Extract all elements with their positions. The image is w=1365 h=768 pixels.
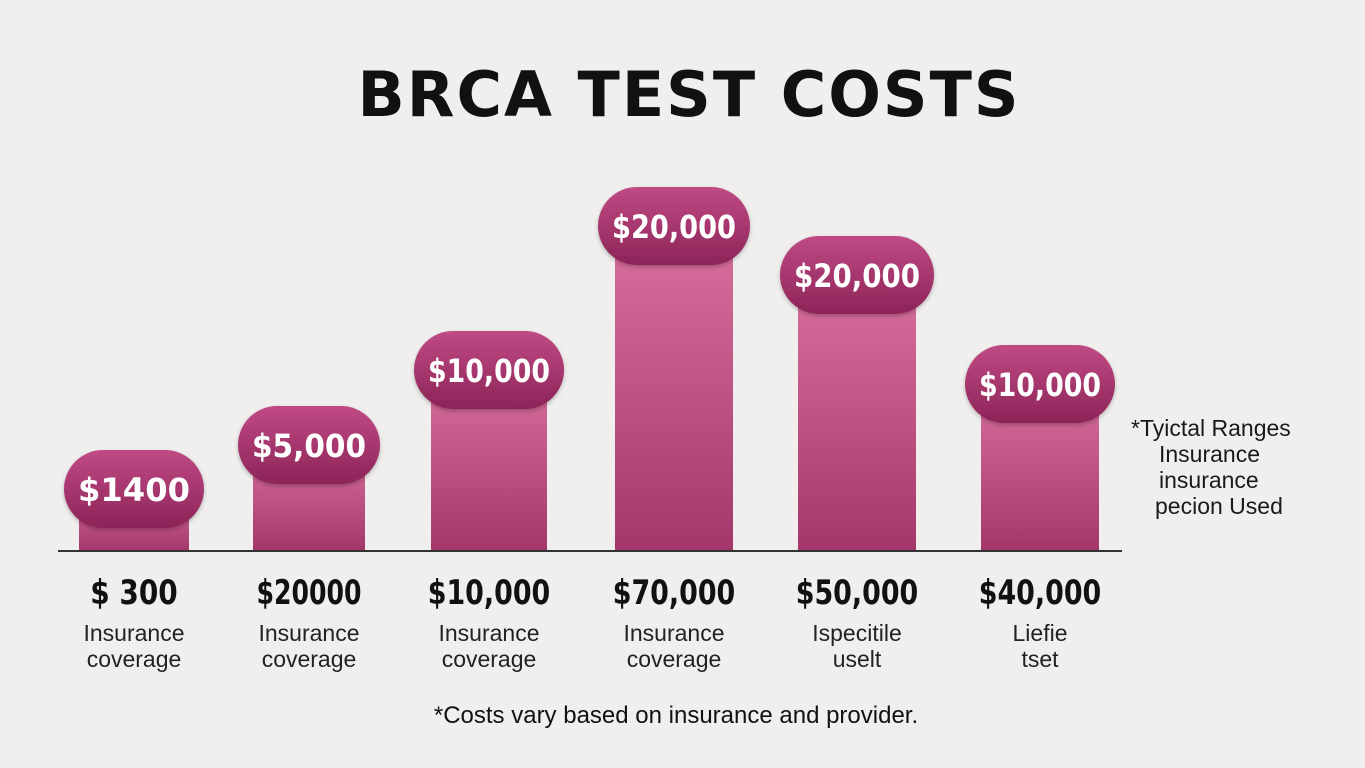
bar-cost-label: $20000: [257, 573, 362, 613]
bar-cost-label: $70,000: [613, 573, 736, 613]
bar-value-label: $1400: [78, 471, 190, 509]
bar-caption-line: coverage: [442, 646, 537, 672]
bar-value-pill: [965, 345, 1115, 423]
bar-caption-line: coverage: [627, 646, 722, 672]
bar-caption-line: coverage: [87, 646, 182, 672]
bar-caption-line: Insurance: [623, 620, 724, 646]
side-note-line: *Tyictal Ranges: [1131, 415, 1291, 441]
bar-cost-label: $10,000: [428, 573, 551, 613]
bar-cost-label: $50,000: [796, 573, 919, 613]
bar-cost-label: $ 300: [90, 573, 178, 613]
bar-caption-line: Insurance: [438, 620, 539, 646]
bar: [798, 275, 916, 551]
bar-value-pill: [598, 187, 750, 265]
bar: [615, 226, 733, 551]
bar-value-label: $20,000: [612, 208, 736, 246]
bar-value-label: $20,000: [794, 257, 920, 295]
bar-cost-label: $40,000: [979, 573, 1102, 613]
side-note: *Tyictal Ranges Insurance insurance peci…: [1131, 415, 1291, 519]
bar-caption-line: Liefie: [1013, 620, 1068, 646]
bar-caption-line: uselt: [833, 646, 882, 672]
side-note-line: insurance: [1159, 467, 1259, 493]
chart-title: BRCA TEST COSTS: [357, 58, 1021, 131]
bar-value-pill: [238, 406, 380, 484]
bar-caption-line: coverage: [262, 646, 357, 672]
bar-value-pill: [64, 450, 204, 528]
bar-value-pill: [780, 236, 934, 314]
side-note-line: pecion Used: [1155, 493, 1283, 519]
bar-caption-line: Insurance: [258, 620, 359, 646]
bar-value-label: $10,000: [979, 366, 1101, 404]
bar-caption-line: Insurance: [83, 620, 184, 646]
bar-value-label: $10,000: [428, 352, 550, 390]
footnote: *Costs vary based on insurance and provi…: [433, 702, 919, 729]
bar-value-label: $5,000: [252, 427, 366, 465]
bar-caption-line: Ispecitile: [812, 620, 901, 646]
bar-caption-line: tset: [1021, 646, 1059, 672]
bar-value-pill: [414, 331, 564, 409]
side-note-line: Insurance: [1159, 441, 1261, 467]
